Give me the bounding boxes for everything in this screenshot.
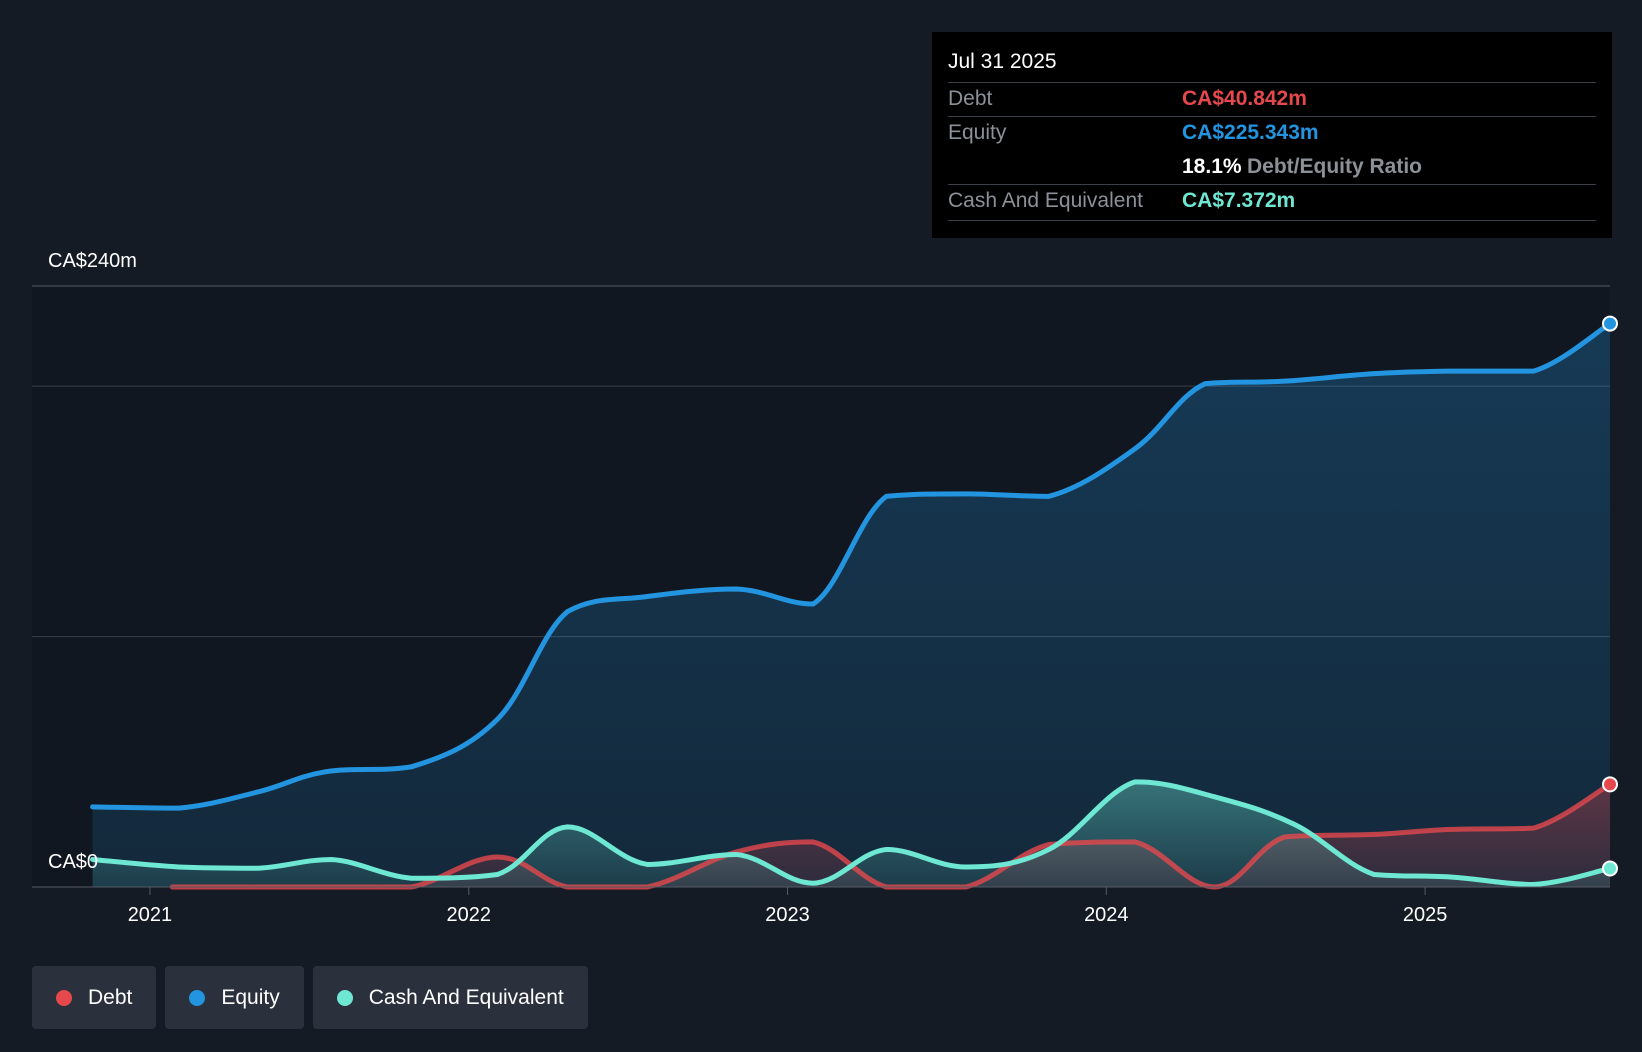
tooltip-panel: Jul 31 2025 Debt CA$40.842m Equity CA$22… bbox=[932, 32, 1612, 238]
debt-dot-icon bbox=[56, 989, 72, 1006]
x-axis: 2021 2022 2023 2024 2025 bbox=[32, 886, 1610, 926]
tooltip-cash-value: CA$7.372m bbox=[1182, 189, 1296, 212]
legend-label-cash: Cash And Equivalent bbox=[368, 985, 564, 1009]
tooltip-cash-label: Cash And Equivalent bbox=[948, 189, 1143, 212]
equity-dot-icon bbox=[189, 989, 206, 1006]
tooltip-equity-label: Equity bbox=[948, 121, 1007, 144]
tooltip-ratio-label: Debt/Equity Ratio bbox=[1247, 155, 1423, 178]
cash-area bbox=[92, 781, 1610, 887]
x-tick-label: 2021 bbox=[128, 904, 173, 926]
y-axis-top-label: CA$240m bbox=[48, 250, 137, 272]
legend-item-equity[interactable]: Equity bbox=[165, 966, 304, 1029]
chart-legend: Debt Equity Cash And Equivalent bbox=[32, 966, 588, 1029]
tooltip-equity-value: CA$225.343m bbox=[1182, 121, 1319, 144]
tooltip-debt-value: CA$40.842m bbox=[1182, 87, 1307, 110]
legend-label-debt: Debt bbox=[88, 985, 133, 1009]
cash-line bbox=[90, 779, 1613, 887]
tooltip-date: Jul 31 2025 bbox=[948, 50, 1057, 73]
y-axis-bottom-label: CA$0 bbox=[48, 851, 99, 873]
cash-end-marker bbox=[1602, 860, 1618, 877]
equity-area bbox=[92, 323, 1610, 887]
legend-item-debt[interactable]: Debt bbox=[32, 966, 157, 1029]
equity-end-marker bbox=[1602, 315, 1618, 332]
tooltip-divider bbox=[948, 82, 1596, 83]
tooltip-divider bbox=[948, 220, 1596, 221]
x-tick-label: 2025 bbox=[1403, 904, 1448, 926]
legend-item-cash[interactable]: Cash And Equivalent bbox=[312, 966, 588, 1029]
x-tick-label: 2024 bbox=[1084, 904, 1129, 926]
x-tick-label: 2022 bbox=[446, 904, 491, 926]
series-end-markers bbox=[1602, 315, 1618, 877]
cash-dot-icon bbox=[336, 989, 353, 1006]
equity-line bbox=[90, 321, 1613, 811]
debt-end-marker bbox=[1602, 776, 1618, 793]
legend-label-equity: Equity bbox=[221, 985, 280, 1009]
tooltip-divider bbox=[948, 116, 1596, 117]
tooltip-ratio-value: 18.1% bbox=[1182, 155, 1242, 178]
tooltip-divider bbox=[948, 184, 1596, 185]
x-tick-label: 2023 bbox=[765, 904, 810, 926]
tooltip-debt-label: Debt bbox=[948, 87, 993, 110]
